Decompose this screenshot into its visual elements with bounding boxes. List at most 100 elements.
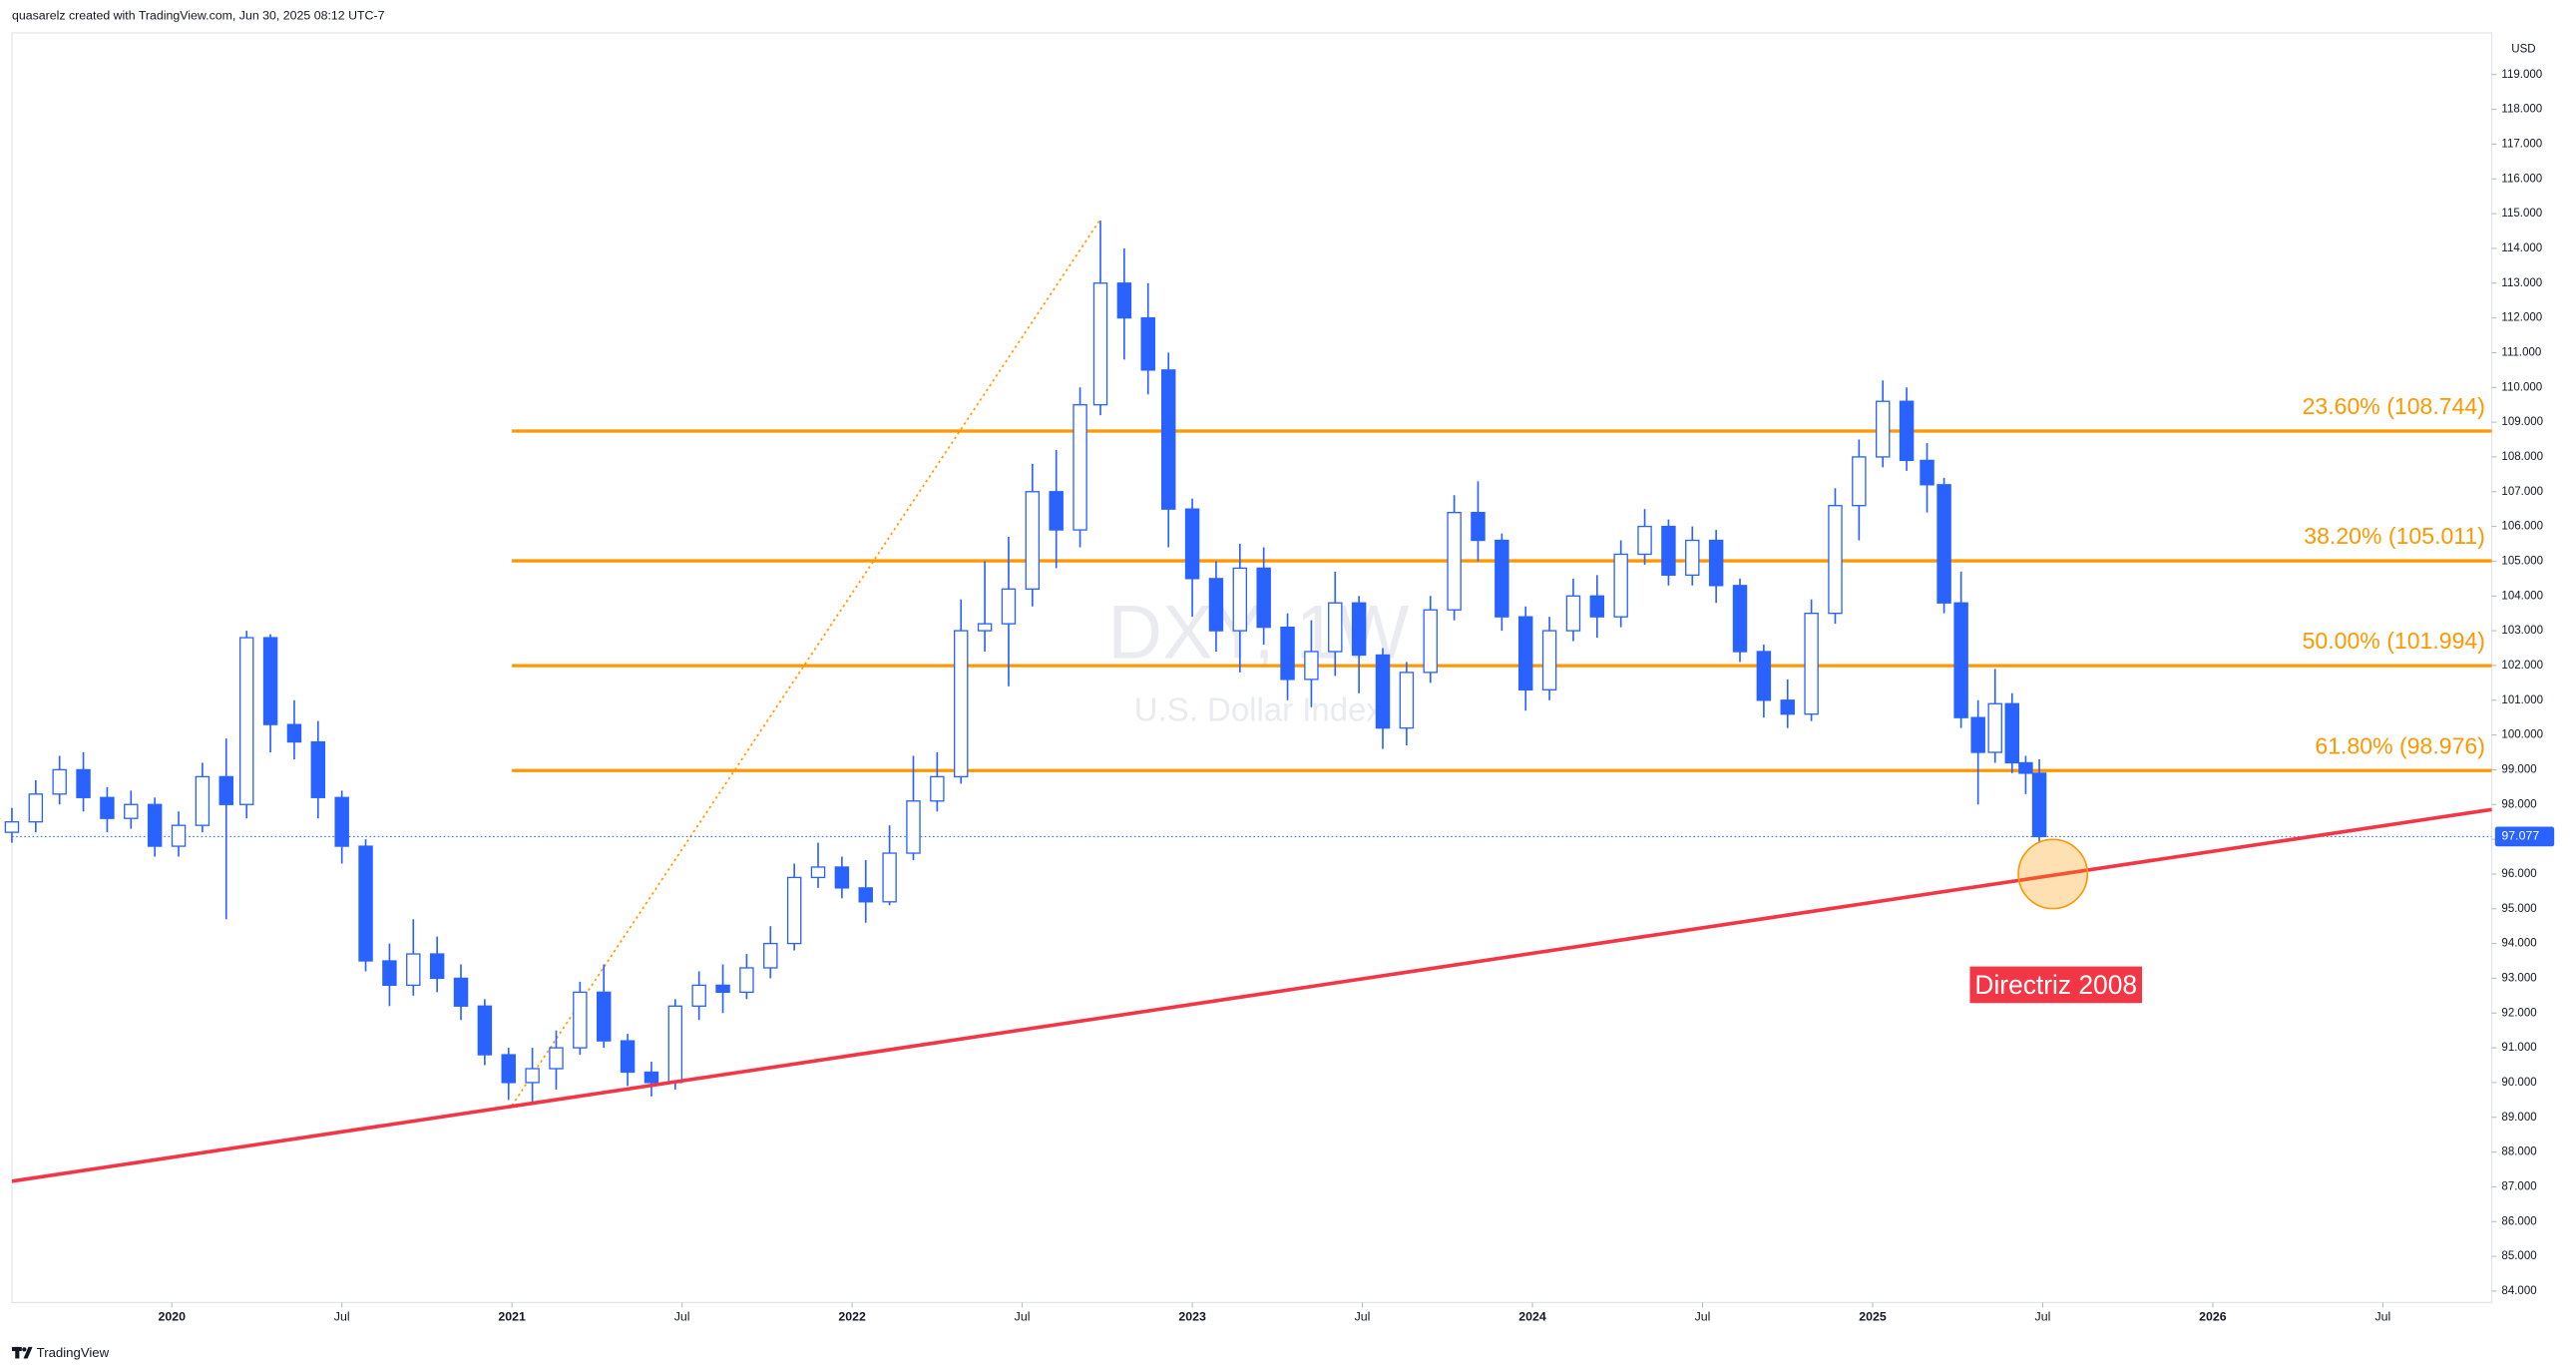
currency: USD: [2511, 43, 2535, 55]
candle-body: [1541, 630, 1557, 690]
y-tick-label: 105.000: [2501, 555, 2543, 567]
x-tick-label: Jul: [674, 1310, 690, 1324]
candle-body: [1708, 539, 1724, 587]
y-tick-label: 86.000: [2501, 1215, 2536, 1227]
candle-body: [1756, 651, 1772, 701]
x-tick-label: 2026: [2199, 1310, 2227, 1324]
directriz-line: [11, 807, 2492, 1183]
y-tick-label: 87.000: [2501, 1180, 2536, 1192]
candle-body: [1140, 316, 1155, 371]
candle-body: [1987, 702, 2002, 753]
y-tick-label: 115.000: [2501, 208, 2542, 220]
y-tick-label: 101.000: [2501, 694, 2543, 706]
candle-body: [4, 821, 20, 833]
y-tick-label: 90.000: [2501, 1077, 2536, 1089]
x-tick-label: Jul: [1355, 1310, 1371, 1324]
candle-body: [1447, 512, 1462, 611]
candle-body: [1852, 456, 1867, 507]
candle-body: [238, 637, 254, 805]
candle-body: [1073, 404, 1087, 531]
y-tick-label: 98.000: [2501, 798, 2536, 810]
candle-body: [382, 960, 397, 987]
candle-body: [1208, 578, 1224, 632]
candle-body: [1613, 553, 1628, 618]
candle-body: [715, 984, 730, 994]
candle-body: [124, 803, 139, 819]
candle-body: [1423, 609, 1438, 674]
candle-body: [1049, 491, 1064, 531]
y-tick-label: 109.000: [2501, 416, 2543, 428]
fib-label: 23.60% (108.744): [2303, 393, 2485, 419]
y-tick-label: 113.000: [2501, 277, 2542, 289]
candle-body: [1780, 699, 1795, 715]
fib-label: 38.20% (105.011): [2304, 523, 2485, 549]
candle-body: [810, 866, 826, 879]
y-tick-label: 93.000: [2501, 972, 2536, 984]
candle-body: [406, 953, 421, 987]
candle-body: [1399, 672, 1415, 729]
candle-body: [28, 793, 44, 823]
candle-body: [1920, 459, 1934, 486]
x-tick-label: 2020: [158, 1310, 186, 1324]
candle-body: [906, 800, 921, 854]
watermark-name: U.S. Dollar Index: [1134, 690, 1384, 727]
y-tick-label: 100.000: [2501, 729, 2543, 741]
x-tick-label: Jul: [334, 1310, 350, 1324]
candle-body: [76, 768, 91, 798]
candle-body: [310, 740, 326, 798]
directriz-label-box: [1969, 966, 2142, 1004]
candle-body: [1804, 613, 1819, 715]
candle-body: [953, 630, 969, 778]
y-tick-label: 114.000: [2501, 242, 2542, 254]
candle-body: [549, 1047, 564, 1070]
fib-label: 61.80% (98.976): [2315, 732, 2485, 758]
x-tick-label: Jul: [2035, 1310, 2051, 1324]
candle-body: [1517, 616, 1533, 690]
candle-body: [644, 1071, 659, 1084]
candle-body: [525, 1068, 540, 1084]
candle-body: [218, 775, 233, 805]
candle-body: [1375, 654, 1391, 729]
candle-body: [147, 803, 163, 847]
candle-body: [1160, 369, 1176, 510]
x-tick-label: Jul: [1695, 1310, 1711, 1324]
candle-body: [620, 1040, 636, 1074]
candle-body: [1589, 595, 1605, 618]
candle-body: [1232, 567, 1248, 632]
y-tick-label: 111.000: [2501, 346, 2541, 358]
candle-body: [573, 991, 588, 1049]
candle-body: [262, 637, 278, 725]
y-tick-label: 94.000: [2501, 938, 2536, 950]
y-tick-label: 118.000: [2501, 104, 2542, 116]
candle-body: [1184, 508, 1200, 580]
directriz-label: Directriz 2008: [1974, 970, 2137, 1000]
candle-body: [1685, 539, 1700, 577]
candle-body: [195, 775, 211, 826]
header: quasarelz created with TradingView.com, …: [12, 9, 385, 23]
candle-body: [1828, 505, 1843, 615]
footer: TradingView: [37, 1345, 110, 1360]
candle-body: [691, 984, 706, 1007]
y-tick-label: 103.000: [2501, 625, 2543, 637]
candle-body: [1970, 716, 1985, 753]
y-tick-label: 104.000: [2501, 590, 2543, 602]
candle-body: [596, 991, 612, 1042]
candle-body: [1899, 400, 1915, 462]
candle-body: [477, 1005, 493, 1056]
candle-body: [1256, 567, 1271, 629]
candle-body: [1953, 602, 1968, 718]
y-tick-label: 102.000: [2501, 660, 2543, 672]
y-tick-label: 96.000: [2501, 868, 2536, 880]
y-tick-label: 116.000: [2501, 173, 2542, 185]
y-tick-label: 88.000: [2501, 1146, 2536, 1158]
y-tick-label: 112.000: [2501, 312, 2542, 324]
candle-body: [1661, 525, 1676, 577]
candle-body: [334, 796, 349, 847]
y-tick-label: 107.000: [2501, 486, 2543, 498]
candle-body: [1637, 525, 1652, 556]
candle-body: [1116, 282, 1132, 319]
y-tick-label: 106.000: [2501, 521, 2543, 533]
candle-body: [1280, 626, 1295, 681]
candle-body: [1351, 602, 1367, 657]
